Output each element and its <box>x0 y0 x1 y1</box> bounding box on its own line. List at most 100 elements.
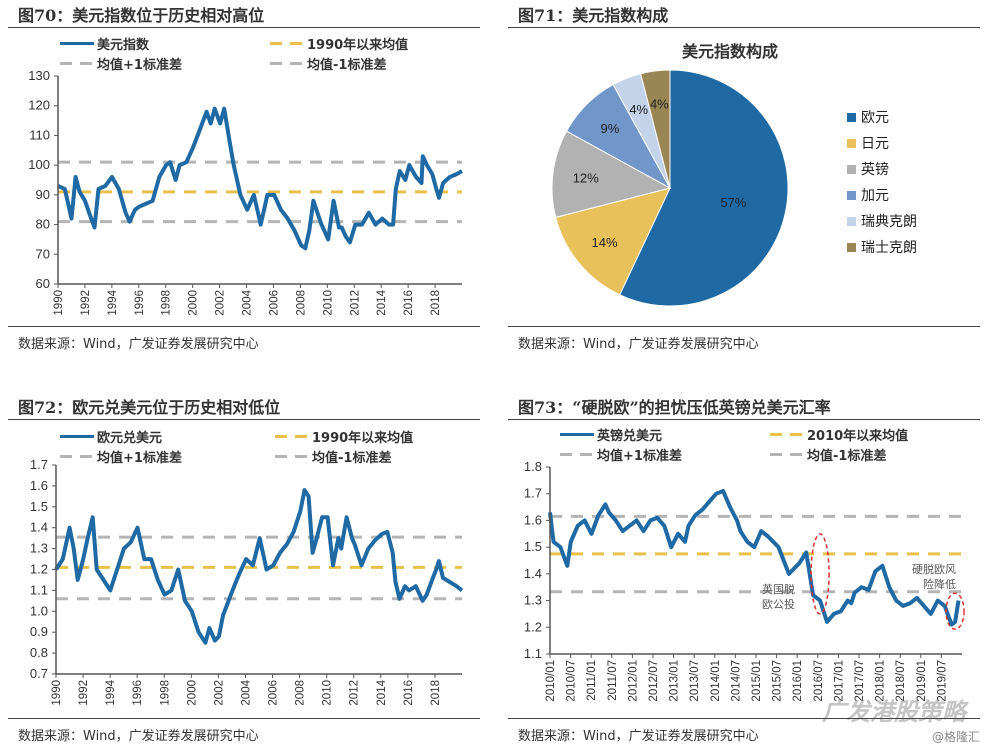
fig71-top-rule <box>508 27 980 28</box>
x-tick-label: 2014 <box>376 679 388 705</box>
y-tick-label: 1.5 <box>30 499 48 514</box>
fig70-bottom-rule <box>8 326 480 327</box>
fig70-title: 图70：美元指数位于历史相对高位 <box>18 6 265 25</box>
y-tick-label: 1.6 <box>30 478 48 493</box>
legend-mean: 1990年以来均值 <box>312 431 414 446</box>
pie-label: 9% <box>601 121 620 136</box>
x-tick-label: 1994 <box>107 289 119 315</box>
y-tick-label: 1.5 <box>524 539 542 554</box>
y-tick-label: 0.7 <box>30 666 48 681</box>
legend-label: 瑞士克朗 <box>861 240 917 256</box>
y-tick-label: 0.8 <box>30 645 48 660</box>
legend-swatch <box>847 190 856 200</box>
legend-mean: 1990年以来均值 <box>307 38 409 53</box>
x-tick-label: 2016/07 <box>813 660 825 702</box>
x-tick-label: 2012 <box>349 290 361 316</box>
fig70-top-rule <box>8 27 480 28</box>
x-tick-label: 1996 <box>134 290 146 316</box>
pie-label: 14% <box>592 235 618 250</box>
fig72-title: 图72：欧元兑美元位于历史相对低位 <box>18 398 281 417</box>
y-tick-label: 0.9 <box>30 624 48 639</box>
legend-solid-swatch <box>60 435 94 438</box>
y-tick-label: 1.7 <box>524 486 542 501</box>
legend-series: 英镑兑美元 <box>597 429 663 444</box>
x-tick-label: 2012 <box>349 680 361 706</box>
legend-mean: 2010年以来均值 <box>807 429 909 444</box>
legend-mean-swatch <box>275 435 309 438</box>
fig72-chart: 0.7 0.8 0.9 1.0 1.1 1.2 1.3 1.4 1.5 1.6 1.7 1990 199… <box>30 457 464 706</box>
x-tick-label: 2006 <box>268 290 280 316</box>
series-line <box>54 488 464 645</box>
legend-plus-std: 均值+1标准差 <box>97 58 182 73</box>
legend-mean-swatch <box>770 433 804 436</box>
legend-swatch <box>847 138 856 148</box>
x-tick-label: 2010 <box>322 290 334 316</box>
legend-mean-swatch <box>270 42 304 45</box>
pie-slice <box>555 187 671 296</box>
fig71-bottom-rule <box>508 326 980 327</box>
legend-swatch <box>847 164 856 174</box>
y-tick-label: 110 <box>29 127 50 142</box>
legend-label: 瑞典克朗 <box>861 214 917 230</box>
fig71-source: 数据来源：Wind，广发证券发展研究中心 <box>518 337 759 352</box>
fig73-bottom-rule <box>508 718 980 719</box>
x-tick-label: 2015/01 <box>751 660 763 702</box>
x-tick-label: 2012/01 <box>627 660 639 702</box>
x-tick-label: 2002 <box>213 680 225 706</box>
y-tick-label: 1.7 <box>30 457 48 472</box>
series-line <box>548 489 961 627</box>
x-tick-label: 2016 <box>403 290 415 316</box>
x-tick-label: 2010/07 <box>566 660 578 702</box>
pie-legend-item: 日元 <box>847 130 917 156</box>
x-tick-label: 2018 <box>430 680 442 706</box>
pie-slice <box>551 130 672 218</box>
y-tick-label: 60 <box>36 276 50 291</box>
x-tick-label: 2012/07 <box>648 660 660 702</box>
x-tick-label: 1992 <box>80 290 92 316</box>
x-tick-label: 2004 <box>242 289 254 315</box>
legend-minus-swatch <box>770 453 804 456</box>
legend-plus-swatch <box>560 453 594 456</box>
x-tick-label: 2004 <box>240 679 252 705</box>
legend-label: 英镑 <box>861 162 889 178</box>
pie-legend-item: 加元 <box>847 182 917 208</box>
y-tick-label: 1.1 <box>524 646 542 661</box>
fig72-top-rule <box>8 419 480 420</box>
fig71-pie: 57% 14% 12% 9% 4% 4% <box>551 70 789 307</box>
fig72-source: 数据来源：Wind，广发证券发展研究中心 <box>18 729 259 744</box>
fig73-source: 数据来源：Wind，广发证券发展研究中心 <box>518 729 759 744</box>
fig73-chart: 1.1 1.2 1.3 1.4 1.5 1.6 1.7 1.8 2010/01 2010/07 20… <box>524 459 965 702</box>
legend-series: 欧元兑美元 <box>97 431 163 446</box>
legend-swatch <box>847 216 856 226</box>
legend-plus-std: 均值+1标准差 <box>597 449 682 464</box>
pie-label: 12% <box>573 170 599 185</box>
x-tick-label: 2015/07 <box>772 660 784 702</box>
y-tick-label: 1.4 <box>30 520 48 535</box>
x-tick-label: 1992 <box>78 680 90 706</box>
x-tick-label: 2019/01 <box>916 660 928 702</box>
y-tick-label: 1.1 <box>30 582 48 597</box>
x-tick-label: 2016 <box>403 680 415 706</box>
x-tick-label: 2018/07 <box>895 660 907 702</box>
legend-solid-swatch <box>60 42 94 45</box>
y-tick-label: 70 <box>36 246 50 261</box>
x-tick-label: 1994 <box>105 679 117 705</box>
y-tick-label: 1.6 <box>524 512 542 527</box>
pie-slice <box>640 70 671 189</box>
x-tick-label: 2017/07 <box>854 660 866 702</box>
fig70-source: 数据来源：Wind，广发证券发展研究中心 <box>18 337 259 352</box>
legend-minus-swatch <box>270 62 304 65</box>
panel-fig72: 图72：欧元兑美元位于历史相对低位 欧元兑美元 1990年以来均值 均值+1标准… <box>0 392 500 752</box>
highlight-ellipse-risk <box>945 592 965 631</box>
x-tick-label: 2002 <box>215 290 227 316</box>
y-tick-label: 1.2 <box>30 562 48 577</box>
x-tick-label: 2014/01 <box>710 660 722 702</box>
y-tick-label: 120 <box>28 98 50 113</box>
x-tick-label: 1996 <box>132 680 144 706</box>
fig73-title: 图73：“硬脱欧”的担忧压低英镑兑美元汇率 <box>518 398 831 417</box>
y-tick-label: 100 <box>28 157 50 172</box>
fig71-title: 图71：美元指数构成 <box>518 6 669 25</box>
x-tick-label: 2019/07 <box>936 660 948 702</box>
y-tick-label: 1.4 <box>524 566 542 581</box>
x-tick-label: 2011/01 <box>586 660 598 701</box>
